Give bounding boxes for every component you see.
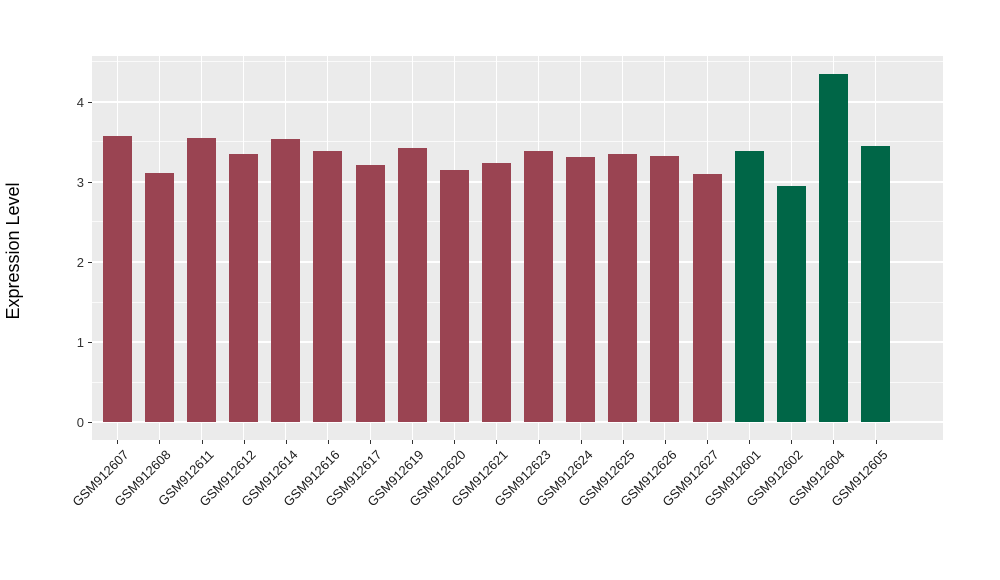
x-tick-GSM912612 <box>243 440 245 444</box>
y-tick-0 <box>88 422 92 424</box>
y-tick-label-4: 4 <box>76 94 84 110</box>
y-tick-3 <box>88 181 92 183</box>
x-tick-GSM912617 <box>370 440 372 444</box>
bar-GSM912623 <box>524 151 554 423</box>
x-tick-GSM912619 <box>412 440 414 444</box>
y-tick-1 <box>88 342 92 344</box>
bar-GSM912620 <box>439 169 469 423</box>
bar-GSM912601 <box>734 150 764 423</box>
bar-GSM912611 <box>187 137 217 423</box>
y-axis-title: Expression Level <box>3 182 23 320</box>
bar-GSM912626 <box>650 156 680 423</box>
x-tick-GSM912614 <box>285 440 287 444</box>
bar-GSM912607 <box>102 136 132 423</box>
x-tick-GSM912611 <box>201 440 203 444</box>
gridline-minor-y-0.5 <box>92 381 943 383</box>
gridline-minor-y-2.5 <box>92 221 943 223</box>
x-tick-GSM912627 <box>707 440 709 444</box>
x-tick-GSM912620 <box>454 440 456 444</box>
y-tick-4 <box>88 101 92 103</box>
bar-GSM912602 <box>776 185 806 423</box>
bar-GSM912617 <box>355 165 385 423</box>
bar-GSM912624 <box>566 157 596 423</box>
bar-GSM912625 <box>608 153 638 423</box>
x-tick-GSM912604 <box>833 440 835 444</box>
bar-GSM912627 <box>692 173 722 423</box>
bar-GSM912608 <box>144 173 174 423</box>
gridline-minor-y-3.5 <box>92 141 943 143</box>
y-tick-label-3: 3 <box>76 174 84 190</box>
bar-GSM912616 <box>313 150 343 423</box>
gridline-major-y-2 <box>92 261 943 264</box>
y-tick-label-1: 1 <box>76 335 84 351</box>
y-tick-label-2: 2 <box>76 255 84 271</box>
gridline-major-y-1 <box>92 341 943 344</box>
x-tick-GSM912608 <box>159 440 161 444</box>
plot-panel <box>92 56 943 440</box>
bar-GSM912614 <box>271 138 301 423</box>
x-tick-GSM912623 <box>538 440 540 444</box>
gridline-major-y-3 <box>92 180 943 183</box>
gridline-minor-y-4.5 <box>92 61 943 63</box>
gridline-major-y-4 <box>92 100 943 103</box>
gridline-major-y-0 <box>92 421 943 424</box>
x-tick-GSM912601 <box>749 440 751 444</box>
x-tick-GSM912602 <box>791 440 793 444</box>
bar-GSM912605 <box>861 145 891 423</box>
bar-GSM912612 <box>229 153 259 423</box>
x-tick-GSM912616 <box>327 440 329 444</box>
bar-GSM912619 <box>397 148 427 423</box>
x-tick-GSM912607 <box>117 440 119 444</box>
x-tick-GSM912626 <box>664 440 666 444</box>
gridline-minor-y-1.5 <box>92 301 943 303</box>
bar-GSM912621 <box>481 163 511 423</box>
y-tick-label-0: 0 <box>76 415 84 431</box>
bar-GSM912604 <box>818 74 848 423</box>
x-tick-GSM912624 <box>580 440 582 444</box>
x-tick-GSM912621 <box>496 440 498 444</box>
x-tick-GSM912625 <box>622 440 624 444</box>
y-tick-2 <box>88 262 92 264</box>
x-tick-GSM912605 <box>875 440 877 444</box>
